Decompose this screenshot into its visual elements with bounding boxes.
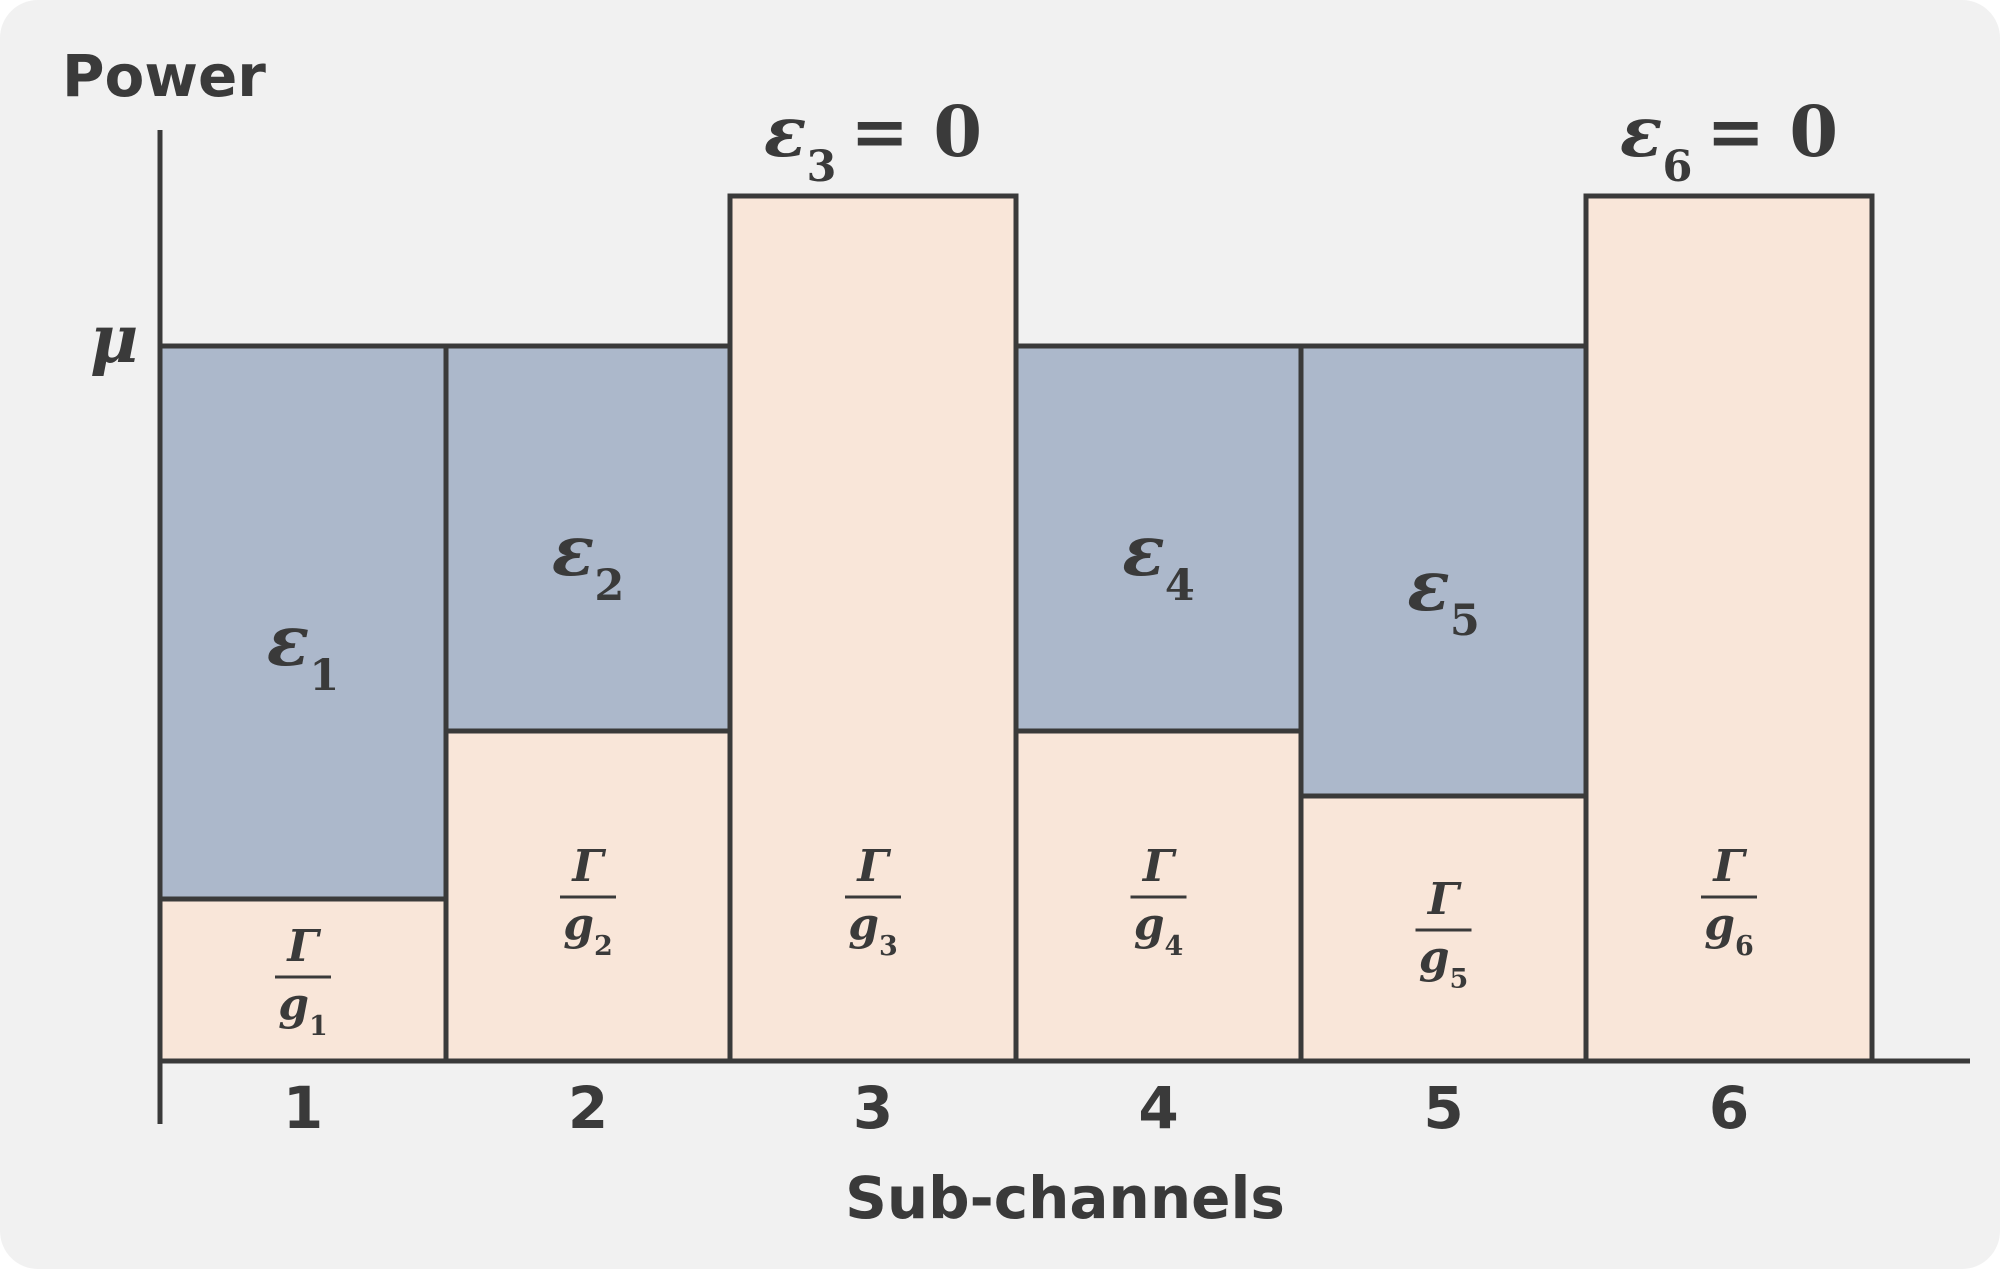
channel-1: ε1 Γg1 1 — [157, 343, 449, 1142]
gamma-numerator-2: Γ — [570, 841, 606, 892]
power-label-2: ε2 — [552, 509, 624, 611]
gamma-numerator-3: Γ — [855, 841, 891, 892]
power-label-5: ε5 — [1407, 544, 1479, 646]
zero-power-label-3: ε3 = 0 — [764, 90, 982, 192]
x-tick-label-4: 4 — [1138, 1074, 1178, 1142]
noise-block-2 — [443, 728, 733, 1064]
power-block-1 — [157, 343, 449, 902]
gamma-numerator-5: Γ — [1426, 874, 1462, 925]
power-block-5 — [1298, 343, 1589, 799]
x-tick-label-2: 2 — [568, 1074, 608, 1142]
gain-denominator-4: g4 — [1134, 899, 1184, 962]
x-tick-label-1: 1 — [283, 1074, 323, 1142]
gamma-numerator-1: Γ — [285, 921, 321, 972]
gain-denominator-3: g3 — [848, 899, 898, 962]
y-axis-label: Power — [62, 42, 266, 110]
x-tick-label-3: 3 — [853, 1074, 893, 1142]
x-tick-label-5: 5 — [1423, 1074, 1463, 1142]
zero-power-label-6: ε6 = 0 — [1620, 90, 1838, 192]
noise-block-1 — [157, 896, 449, 1064]
channel-2: ε2 Γg2 2 — [443, 343, 733, 1142]
noise-block-6 — [1583, 193, 1875, 1064]
gain-denominator-6: g6 — [1704, 899, 1754, 962]
power-label-1: ε1 — [267, 599, 339, 701]
channel-3: ε3 = 0 Γg3 3 — [727, 90, 1019, 1142]
water-level-label: μ — [90, 300, 138, 378]
noise-block-3 — [727, 193, 1019, 1064]
channel-5: ε5 Γg5 5 — [1298, 343, 1589, 1142]
x-axis-label: Sub-channels — [845, 1164, 1285, 1232]
gamma-numerator-6: Γ — [1711, 841, 1747, 892]
gain-denominator-1: g1 — [278, 979, 328, 1042]
channel-4: ε4 Γg4 4 — [1013, 343, 1304, 1142]
gain-denominator-2: g2 — [563, 899, 613, 962]
gamma-numerator-4: Γ — [1141, 841, 1177, 892]
power-label-4: ε4 — [1122, 509, 1194, 611]
channel-6: ε6 = 0 Γg6 6 — [1583, 90, 1875, 1142]
power-block-2 — [443, 343, 733, 734]
channels-group: ε1 Γg1 1 ε2 Γg2 2 ε3 = 0 Γg3 3 ε4 Γg4 4 ε5 Γg5 5 ε6 = 0 Γg… — [157, 90, 1875, 1142]
gain-denominator-5: g5 — [1419, 932, 1469, 995]
x-tick-label-6: 6 — [1709, 1074, 1749, 1142]
